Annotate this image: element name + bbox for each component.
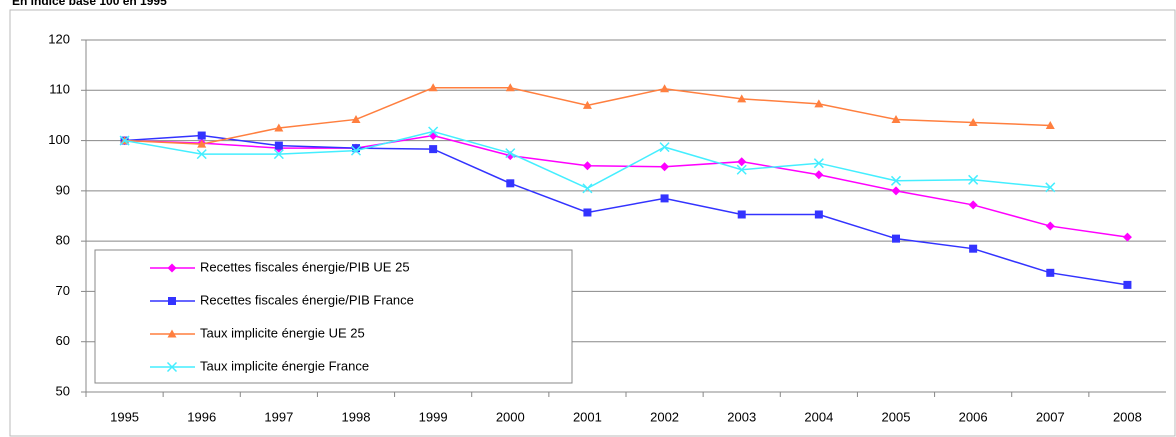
x-tick-label: 2001 (573, 409, 602, 424)
chart-title: En indice base 100 en 1995 (12, 0, 167, 8)
y-tick-label: 110 (49, 82, 70, 97)
legend-box (94, 249, 573, 384)
marker (660, 162, 670, 172)
marker (119, 135, 130, 146)
marker (274, 141, 283, 150)
x-tick-label: 2002 (650, 409, 679, 424)
y-tick-label: 90 (56, 182, 70, 197)
marker (891, 114, 901, 123)
x-tick-label: 2007 (1036, 409, 1065, 424)
marker (1123, 280, 1132, 289)
marker (505, 83, 515, 92)
marker (167, 329, 177, 338)
marker (814, 99, 824, 108)
marker (890, 175, 902, 186)
y-tick-label: 80 (56, 233, 70, 248)
x-tick-label: 1998 (342, 409, 371, 424)
y-tick-label: 50 (56, 383, 70, 398)
x-tick-label: 2004 (804, 409, 833, 424)
marker (814, 210, 823, 219)
y-tick-label: 120 (48, 31, 70, 46)
x-tick-label: 2003 (727, 409, 756, 424)
legend-label: Taux implicite énergie UE 25 (200, 325, 365, 340)
y-tick-label: 100 (48, 132, 70, 147)
y-tick-label: 60 (56, 333, 70, 348)
marker (736, 164, 747, 175)
y-tick-label: 70 (56, 283, 70, 298)
marker (167, 263, 177, 273)
marker (582, 100, 592, 109)
x-tick-label: 1999 (419, 409, 448, 424)
marker (968, 117, 978, 126)
marker (506, 179, 515, 188)
marker (968, 174, 979, 185)
x-tick-label: 2006 (959, 409, 988, 424)
x-tick-label: 2005 (882, 409, 911, 424)
marker (429, 145, 438, 154)
marker (969, 244, 978, 253)
marker (273, 149, 284, 160)
marker (197, 139, 207, 148)
marker (428, 126, 439, 137)
marker (582, 183, 593, 194)
marker (892, 234, 900, 243)
marker (660, 84, 670, 93)
marker (737, 210, 746, 219)
marker (660, 194, 669, 203)
marker (582, 161, 592, 171)
marker (583, 208, 592, 217)
x-tick-label: 1995 (110, 409, 139, 424)
marker (968, 200, 978, 210)
marker (428, 83, 438, 92)
marker (1045, 120, 1055, 129)
marker (1045, 182, 1056, 193)
x-tick-label: 1996 (187, 409, 216, 424)
x-tick-label: 2000 (496, 409, 525, 424)
marker (274, 123, 284, 132)
marker (351, 114, 361, 123)
legend-label: Taux implicite énergie France (200, 358, 369, 373)
marker (1046, 268, 1055, 277)
marker (505, 148, 516, 159)
marker (659, 142, 670, 153)
legend-label: Recettes fiscales énergie/PIB France (200, 292, 414, 307)
marker (1045, 221, 1055, 231)
marker (814, 170, 824, 180)
x-tick-label: 1997 (264, 409, 293, 424)
marker (196, 149, 207, 160)
series-line (124, 134, 1128, 286)
marker (813, 158, 824, 169)
marker (197, 131, 206, 140)
marker (1122, 232, 1132, 242)
marker (166, 361, 178, 373)
marker (737, 94, 747, 103)
marker (891, 186, 901, 196)
legend-label: Recettes fiscales énergie/PIB UE 25 (200, 259, 410, 274)
x-tick-label: 2008 (1113, 409, 1142, 424)
marker (350, 145, 362, 156)
marker (168, 297, 176, 305)
marker (352, 144, 360, 153)
marker (737, 157, 747, 167)
series-line (124, 134, 1128, 238)
